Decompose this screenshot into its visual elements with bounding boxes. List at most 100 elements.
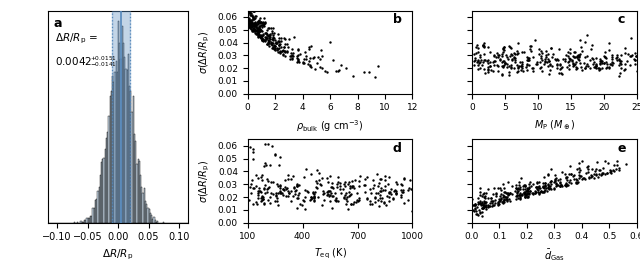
Point: [405, 187, 415, 191]
Point: [325, 193, 335, 198]
Point: [604, 41, 614, 46]
Point: [351, 199, 361, 204]
Point: [255, 36, 266, 41]
Point: [561, 183, 571, 187]
Point: [522, 187, 532, 192]
Text: e: e: [617, 142, 625, 155]
Point: [305, 198, 315, 202]
Point: [600, 60, 611, 64]
Bar: [130, 91, 131, 223]
Point: [573, 176, 584, 180]
Point: [335, 63, 346, 67]
Point: [247, 12, 257, 17]
Point: [513, 51, 523, 55]
Point: [243, 24, 253, 28]
Point: [319, 198, 330, 202]
Point: [328, 194, 338, 198]
Point: [520, 192, 530, 196]
Point: [580, 176, 590, 181]
Point: [360, 183, 370, 187]
Point: [250, 184, 260, 188]
Point: [518, 187, 528, 191]
Point: [387, 197, 397, 201]
Point: [527, 191, 537, 195]
Point: [331, 198, 341, 203]
Point: [319, 69, 330, 73]
Point: [275, 42, 285, 46]
Point: [487, 199, 497, 203]
Point: [571, 180, 581, 184]
Point: [248, 28, 259, 33]
Point: [269, 198, 280, 203]
Point: [391, 192, 401, 196]
Point: [539, 186, 549, 190]
Point: [287, 53, 297, 57]
Bar: [115, 72, 116, 223]
Point: [534, 46, 544, 51]
Point: [522, 62, 532, 66]
Point: [485, 64, 495, 68]
Point: [255, 21, 266, 25]
Bar: [97, 192, 99, 223]
Point: [280, 187, 291, 191]
Point: [545, 63, 556, 68]
Point: [269, 44, 279, 48]
Point: [489, 59, 499, 63]
Point: [270, 46, 280, 50]
Point: [543, 72, 554, 76]
Point: [544, 59, 554, 63]
Point: [308, 191, 318, 195]
Point: [325, 189, 335, 193]
Point: [528, 192, 538, 196]
Point: [497, 64, 507, 68]
Point: [252, 31, 262, 35]
Bar: [84, 220, 85, 223]
Point: [251, 29, 261, 33]
Point: [572, 66, 582, 70]
Point: [474, 201, 484, 205]
Point: [248, 25, 259, 30]
Point: [492, 55, 502, 60]
Point: [255, 189, 266, 194]
Point: [479, 67, 489, 71]
Point: [250, 28, 260, 32]
Point: [379, 200, 389, 205]
Point: [479, 52, 490, 56]
Point: [256, 199, 266, 203]
Point: [509, 189, 520, 193]
Point: [259, 201, 269, 205]
Point: [475, 186, 485, 191]
Point: [244, 9, 255, 13]
Point: [309, 196, 319, 201]
Point: [322, 176, 332, 180]
Point: [383, 190, 394, 194]
Point: [397, 183, 407, 187]
Point: [475, 211, 485, 215]
Point: [403, 188, 413, 192]
Point: [570, 55, 580, 59]
Point: [524, 44, 534, 48]
Point: [557, 65, 567, 69]
Point: [568, 54, 578, 58]
Point: [485, 201, 495, 205]
Point: [299, 174, 309, 179]
Point: [282, 186, 292, 190]
Point: [534, 191, 545, 195]
Point: [273, 43, 284, 47]
Point: [253, 20, 264, 24]
Point: [484, 64, 495, 68]
Point: [282, 42, 292, 46]
Point: [539, 188, 549, 193]
Point: [339, 195, 349, 199]
Point: [308, 195, 319, 199]
Point: [563, 54, 573, 58]
Point: [396, 182, 406, 187]
Point: [533, 186, 543, 190]
Point: [268, 30, 278, 35]
Point: [264, 33, 274, 37]
Point: [484, 204, 494, 208]
Point: [285, 177, 296, 181]
Bar: [141, 187, 143, 223]
Point: [275, 51, 285, 55]
Point: [560, 172, 570, 176]
